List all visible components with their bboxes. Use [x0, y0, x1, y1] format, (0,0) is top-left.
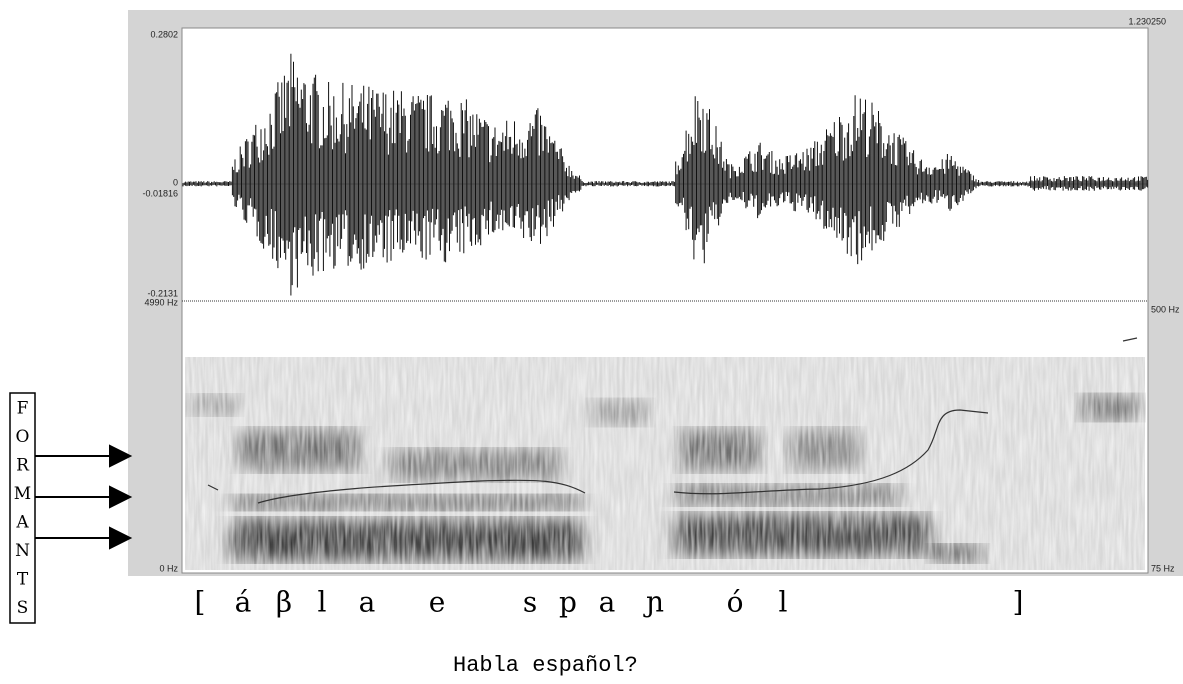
side-letter: N [15, 541, 30, 561]
side-letter: F [17, 399, 29, 419]
arrows [35, 444, 133, 550]
side-letter: O [16, 427, 30, 447]
ipa-symbol: a [359, 586, 376, 619]
ipa-symbol: ɲ [643, 586, 664, 619]
pitch-top: 500 Hz [1151, 304, 1180, 314]
time-end: 1.230250 [1128, 16, 1166, 26]
wave-max: 0.2802 [150, 29, 178, 39]
ipa-symbol: [ [195, 586, 206, 619]
wave-cursor: -0.01816 [142, 188, 178, 198]
ipa-symbol: á [235, 586, 252, 619]
spec-top: 4990 Hz [144, 297, 178, 307]
side-letter: T [17, 570, 29, 590]
side-letter: A [15, 513, 29, 533]
side-letter: R [16, 456, 30, 476]
side-letter: M [14, 484, 31, 504]
ipa-symbol: a [599, 586, 616, 619]
ipa-symbol: p [559, 586, 577, 619]
pitch-contour [207, 337, 1138, 504]
ipa-symbol: l [779, 586, 788, 619]
pitch-bottom: 75 Hz [1151, 563, 1175, 573]
ipa-symbol: β [276, 586, 292, 619]
ipa-symbol: e [429, 586, 446, 619]
spec-bottom: 0 Hz [159, 563, 178, 573]
ipa-symbol: l [318, 586, 327, 619]
wave-zero: 0 [173, 177, 178, 187]
caption: Habla español? [453, 653, 638, 678]
ipa-symbol: s [523, 586, 537, 619]
waveform [182, 53, 1149, 296]
wave-min: -0.2131 [147, 288, 178, 298]
texture [185, 357, 1145, 570]
spectrogram [185, 357, 1145, 570]
side-box [9, 392, 36, 624]
side-letter: S [17, 598, 29, 618]
ipa-symbol: ó [727, 586, 744, 619]
ipa-symbol: ] [1013, 586, 1024, 619]
